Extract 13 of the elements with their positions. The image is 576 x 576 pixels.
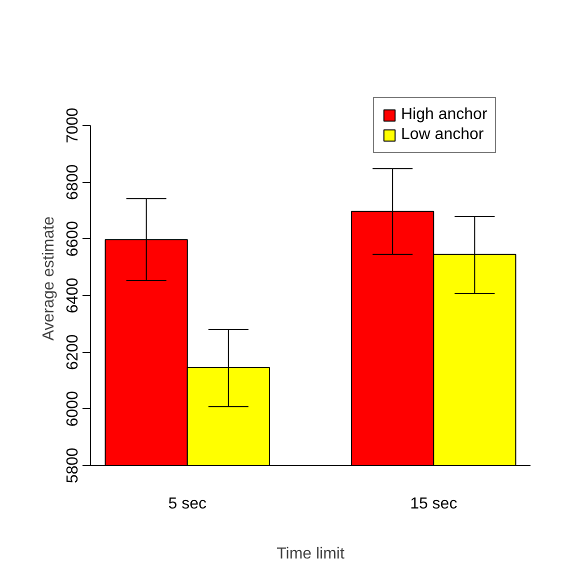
x-axis-title: Time limit [276,546,345,562]
y-tick-label: 6000 [64,390,82,427]
y-tick-label: 6600 [64,220,82,257]
y-tick-label: 6200 [64,334,82,370]
y-tick-label: 7000 [64,108,82,144]
legend-label: High anchor [401,106,488,124]
x-tick-label: 5 sec [168,496,206,512]
y-tick-label: 6800 [64,164,82,200]
legend-label: Low anchor [401,126,484,144]
y-axis-title: Average estimate [40,216,58,341]
y-tick-label: 6400 [64,278,82,314]
x-tick-label: 15 sec [410,496,458,512]
y-tick-label: 5800 [64,448,82,484]
